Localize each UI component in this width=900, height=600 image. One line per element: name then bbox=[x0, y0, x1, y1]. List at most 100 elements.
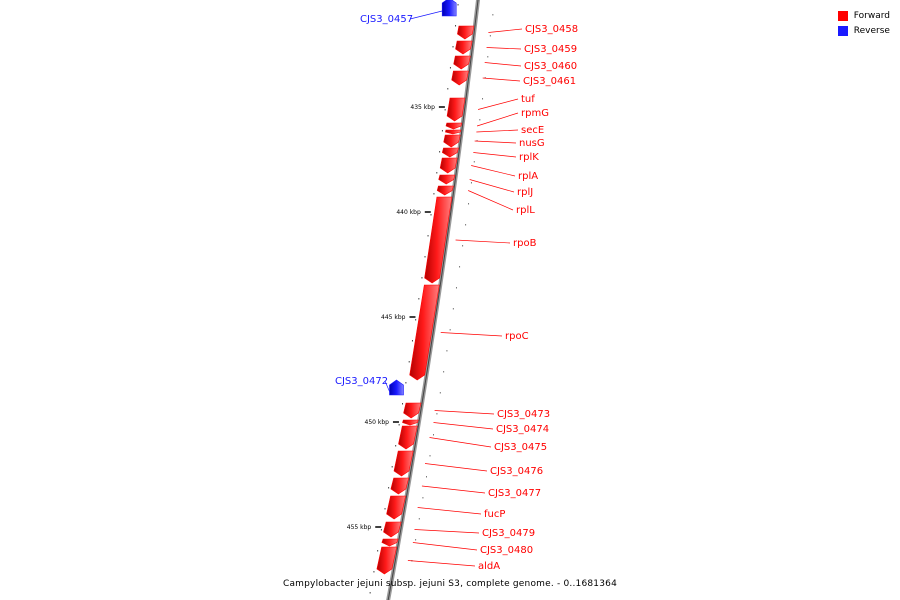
minor-tick bbox=[444, 109, 446, 111]
gene-feature-cjs3_0477[interactable] bbox=[390, 477, 410, 495]
minor-tick bbox=[377, 550, 379, 552]
gene-leader-line bbox=[477, 98, 519, 110]
minor-tick bbox=[455, 287, 457, 289]
gene-feature-nusg[interactable] bbox=[443, 134, 461, 148]
gene-leader-line bbox=[488, 28, 523, 33]
minor-tick bbox=[415, 539, 417, 541]
gene-feature-cjs3_0476[interactable] bbox=[393, 450, 414, 477]
gene-label-rpmg[interactable]: rpmG bbox=[521, 108, 549, 119]
gene-leader-line bbox=[455, 239, 511, 244]
gene-feature-cjs3_0474[interactable] bbox=[402, 419, 419, 426]
minor-tick bbox=[402, 403, 404, 405]
gene-feature-rplj[interactable] bbox=[438, 174, 456, 185]
minor-tick bbox=[479, 119, 481, 121]
scale-tick-label: 440 kbp bbox=[396, 209, 421, 216]
gene-label-cjs3_0479[interactable]: CJS3_0479 bbox=[482, 528, 535, 539]
minor-tick bbox=[476, 140, 478, 142]
gene-feature-cjs3_0480[interactable] bbox=[381, 538, 399, 547]
gene-feature-cjs3_0473[interactable] bbox=[403, 402, 422, 419]
minor-tick bbox=[418, 298, 420, 300]
gene-leader-line bbox=[429, 437, 492, 448]
gene-label-cjs3_0476[interactable]: CJS3_0476 bbox=[490, 466, 543, 477]
gene-feature-tuf[interactable] bbox=[446, 97, 466, 122]
gene-label-sece[interactable]: secE bbox=[521, 125, 544, 136]
minor-tick bbox=[459, 266, 461, 268]
minor-tick bbox=[484, 77, 486, 79]
gene-label-cjs3_0459[interactable]: CJS3_0459 bbox=[524, 44, 577, 55]
gene-label-cjs3_0480[interactable]: CJS3_0480 bbox=[480, 545, 533, 556]
gene-feature-cjs3_0461[interactable] bbox=[451, 70, 469, 86]
gene-feature-cjs3_0460[interactable] bbox=[453, 55, 471, 70]
gene-label-rplj[interactable]: rplJ bbox=[517, 187, 533, 198]
minor-tick bbox=[470, 182, 472, 184]
minor-tick bbox=[380, 529, 382, 531]
minor-tick bbox=[369, 592, 371, 594]
minor-tick bbox=[449, 329, 451, 331]
gene-leader-line bbox=[407, 560, 476, 567]
gene-leader-line bbox=[433, 422, 494, 430]
gene-label-alda[interactable]: aldA bbox=[478, 561, 500, 572]
minor-tick bbox=[441, 130, 443, 132]
minor-tick bbox=[421, 277, 423, 279]
gene-feature-cjs3_0475[interactable] bbox=[398, 425, 418, 450]
gene-leader-line bbox=[421, 485, 486, 494]
gene-label-tuf[interactable]: tuf bbox=[521, 94, 535, 105]
minor-tick bbox=[395, 445, 397, 447]
minor-tick bbox=[449, 67, 451, 69]
gene-feature-rpob[interactable] bbox=[424, 196, 453, 284]
gene-leader-line bbox=[471, 165, 516, 177]
gene-label-cjs3_0473[interactable]: CJS3_0473 bbox=[497, 409, 550, 420]
genome-caption: Campylobacter jejuni subsp. jejuni S3, c… bbox=[282, 579, 618, 589]
reverse-swatch bbox=[837, 25, 848, 36]
gene-feature-cjs3_0458[interactable] bbox=[457, 25, 475, 40]
gene-leader-line bbox=[486, 47, 522, 50]
minor-tick bbox=[457, 4, 459, 6]
gene-feature-cjs3_0479[interactable] bbox=[383, 521, 402, 538]
gene-label-fucp[interactable]: fucP bbox=[484, 509, 505, 520]
minor-tick bbox=[425, 476, 427, 478]
gene-feature-cjs3_0472[interactable] bbox=[389, 379, 404, 396]
gene-feature-alda[interactable] bbox=[376, 546, 398, 575]
gene-label-cjs3_0458[interactable]: CJS3_0458 bbox=[525, 24, 578, 35]
gene-feature-rpmg[interactable] bbox=[445, 122, 463, 130]
minor-tick bbox=[391, 466, 393, 468]
gene-label-rpoc[interactable]: rpoC bbox=[505, 331, 529, 342]
gene-label-cjs3_0477[interactable]: CJS3_0477 bbox=[488, 488, 541, 499]
gene-label-cjs3_0457[interactable]: CJS3_0457 bbox=[360, 14, 413, 25]
gene-feature-rplk[interactable] bbox=[441, 147, 459, 158]
gene-feature-rpla[interactable] bbox=[439, 157, 458, 174]
gene-label-rpll[interactable]: rplL bbox=[516, 205, 535, 216]
gene-label-cjs3_0461[interactable]: CJS3_0461 bbox=[523, 76, 576, 87]
minor-tick bbox=[411, 340, 413, 342]
gene-feature-fucp[interactable] bbox=[386, 495, 406, 520]
gene-label-rpob[interactable]: rpoB bbox=[513, 238, 537, 249]
minor-tick bbox=[462, 245, 464, 247]
minor-tick bbox=[407, 581, 409, 583]
minor-tick bbox=[429, 455, 431, 457]
minor-tick bbox=[465, 224, 467, 226]
minor-tick bbox=[398, 424, 400, 426]
minor-tick bbox=[430, 214, 432, 216]
gene-leader-line bbox=[412, 542, 478, 551]
minor-tick bbox=[432, 434, 434, 436]
gene-label-cjs3_0474[interactable]: CJS3_0474 bbox=[496, 424, 549, 435]
gene-feature-sece[interactable] bbox=[445, 129, 462, 135]
gene-leader-line bbox=[474, 140, 517, 144]
gene-leader-line bbox=[440, 332, 503, 337]
legend-reverse-label: Reverse bbox=[853, 25, 890, 36]
gene-label-rplk[interactable]: rplK bbox=[519, 152, 539, 163]
legend-reverse: Reverse bbox=[837, 23, 890, 38]
gene-label-nusg[interactable]: nusG bbox=[519, 138, 545, 149]
gene-feature-rpoc[interactable] bbox=[409, 284, 440, 381]
gene-label-rpla[interactable]: rplA bbox=[518, 171, 538, 182]
gene-feature-cjs3_0457[interactable] bbox=[441, 0, 457, 17]
gene-label-cjs3_0472[interactable]: CJS3_0472 bbox=[335, 376, 388, 387]
scale-tick-label: 435 kbp bbox=[410, 104, 435, 111]
gene-feature-rpll[interactable] bbox=[436, 185, 454, 196]
gene-leader-line bbox=[384, 380, 390, 392]
gene-label-cjs3_0460[interactable]: CJS3_0460 bbox=[524, 61, 577, 72]
gene-leader-line bbox=[469, 179, 515, 193]
gene-feature-cjs3_0459[interactable] bbox=[455, 40, 473, 55]
gene-label-cjs3_0475[interactable]: CJS3_0475 bbox=[494, 442, 547, 453]
gene-leader-line bbox=[434, 410, 495, 415]
